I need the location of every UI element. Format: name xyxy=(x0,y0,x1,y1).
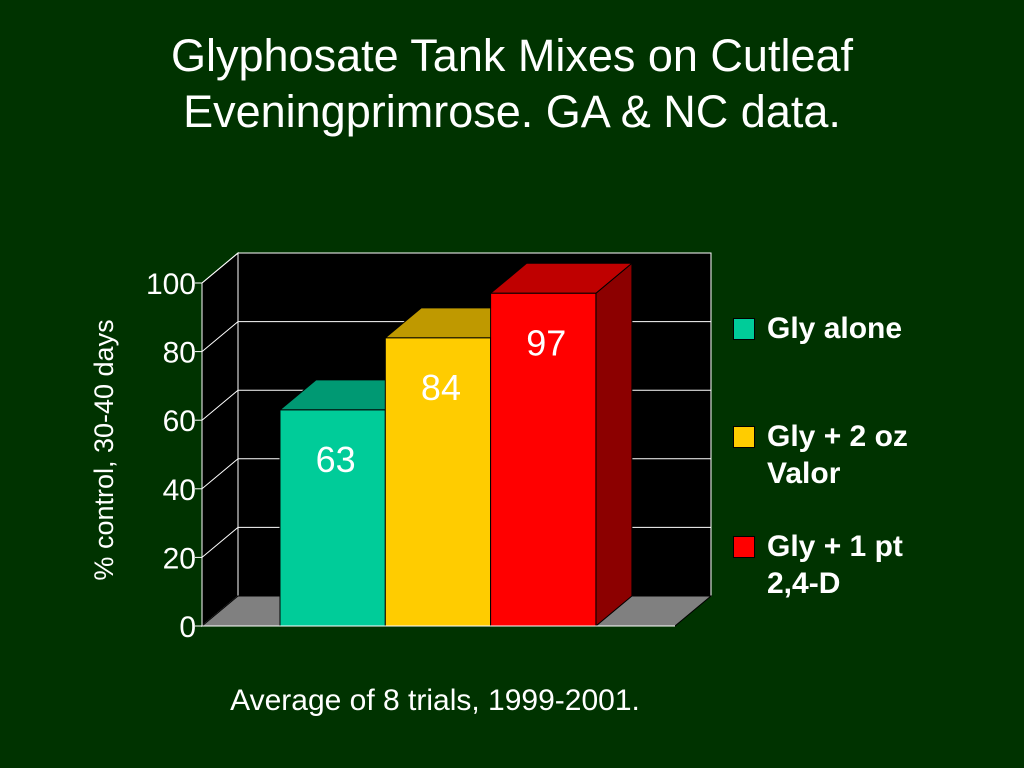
slide-title: Glyphosate Tank Mixes on Cutleaf Evening… xyxy=(0,28,1024,140)
legend-swatch xyxy=(733,426,755,448)
legend-label-line: Gly + 1 pt xyxy=(767,530,903,563)
legend-label-line: Valor xyxy=(767,457,841,490)
legend-label-line: Gly + 2 oz xyxy=(767,420,908,453)
bar-3 xyxy=(489,262,634,628)
data-label-1: 63 xyxy=(316,439,356,480)
legend-label-line: 2,4-D xyxy=(767,567,841,600)
bar-front xyxy=(384,337,492,627)
y-tick-label: 80 xyxy=(163,337,196,370)
y-axis-label: % control, 30-40 days xyxy=(89,319,119,580)
legend-label: Gly + 2 oz Valor xyxy=(767,418,1007,492)
title-line-1: Glyphosate Tank Mixes on Cutleaf xyxy=(170,30,854,81)
y-tick-label: 100 xyxy=(146,268,196,301)
y-axis xyxy=(195,282,675,627)
y-tick-label: 60 xyxy=(163,405,196,438)
legend-label: Gly alone xyxy=(767,310,1007,347)
legend-swatch xyxy=(733,536,755,558)
y-tick-label: 20 xyxy=(163,542,196,575)
bar-front xyxy=(490,292,597,627)
bars xyxy=(278,262,634,628)
legend-swatch xyxy=(733,318,755,340)
y-tick-labels: 0 20 40 60 80 100 xyxy=(146,268,196,644)
side-wall xyxy=(201,251,239,628)
bar-side xyxy=(595,262,633,628)
data-label-3: 97 xyxy=(526,322,566,363)
title-line-2: Eveningprimrose. GA & NC data. xyxy=(183,86,841,137)
footnote: Average of 8 trials, 1999-2001. xyxy=(230,684,640,717)
data-labels: 63 84 97 xyxy=(316,322,567,480)
data-label-2: 84 xyxy=(421,367,461,408)
gridline xyxy=(201,252,711,284)
y-tick-label: 40 xyxy=(163,474,196,507)
legend-label: Gly + 1 pt 2,4-D xyxy=(767,528,1007,602)
y-tick-label: 0 xyxy=(179,611,196,644)
legend-label-line: Gly alone xyxy=(767,312,903,345)
